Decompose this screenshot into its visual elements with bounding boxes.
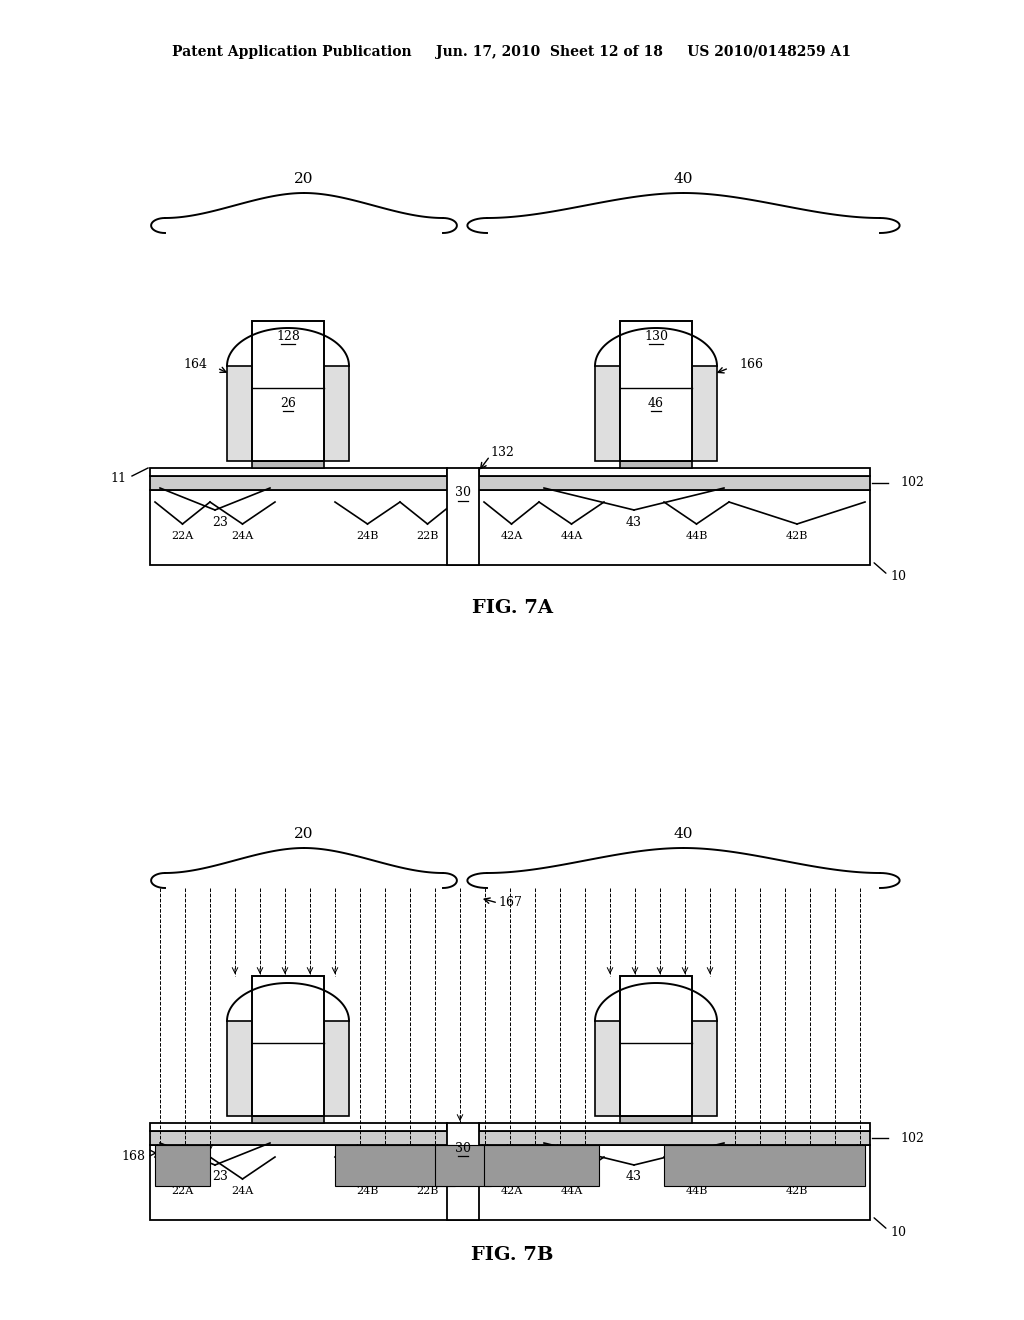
Bar [252, 1115, 324, 1123]
Bar [252, 321, 324, 461]
Bar [620, 975, 692, 1115]
Text: 46: 46 [648, 397, 664, 409]
Bar [150, 477, 870, 490]
Text: 20: 20 [294, 828, 313, 841]
Text: 42B: 42B [785, 531, 808, 541]
Text: 24A: 24A [231, 531, 254, 541]
Text: 22A: 22A [171, 531, 194, 541]
Bar [664, 1144, 865, 1187]
Text: 26: 26 [280, 397, 296, 409]
Text: 24B: 24B [356, 1185, 379, 1196]
Text: 22B: 22B [417, 531, 438, 541]
Bar [150, 1144, 870, 1220]
Bar [324, 366, 349, 461]
Bar [479, 469, 870, 477]
Text: 44A: 44A [560, 531, 583, 541]
Bar [620, 321, 692, 461]
Text: 102: 102 [900, 1131, 924, 1144]
Bar [692, 1020, 717, 1115]
Bar [155, 1144, 210, 1187]
Text: 40: 40 [673, 828, 693, 841]
Text: 23: 23 [212, 516, 228, 528]
Bar [324, 1020, 349, 1115]
Bar [435, 1144, 490, 1187]
Text: FIG. 7B: FIG. 7B [471, 1246, 553, 1265]
Bar [620, 461, 692, 469]
Text: 166: 166 [739, 358, 763, 371]
Text: 168: 168 [121, 1150, 145, 1163]
Text: 44B: 44B [685, 1185, 708, 1196]
Text: 10: 10 [890, 570, 906, 583]
Text: 23: 23 [212, 1171, 228, 1184]
Text: 42B: 42B [785, 1185, 808, 1196]
Bar [447, 469, 479, 565]
Text: 42A: 42A [501, 1185, 522, 1196]
Bar [150, 1123, 447, 1131]
Bar [447, 1123, 479, 1220]
Text: 11: 11 [110, 471, 126, 484]
Text: 132: 132 [490, 446, 514, 459]
Text: 40: 40 [673, 172, 693, 186]
Text: 10: 10 [890, 1225, 906, 1238]
Text: Patent Application Publication     Jun. 17, 2010  Sheet 12 of 18     US 2010/014: Patent Application Publication Jun. 17, … [172, 45, 852, 59]
Bar [227, 1020, 252, 1115]
Text: 20: 20 [294, 172, 313, 186]
Text: 130: 130 [644, 330, 668, 342]
Text: 22B: 22B [417, 1185, 438, 1196]
Text: 24A: 24A [231, 1185, 254, 1196]
Text: 30: 30 [455, 487, 471, 499]
Bar [484, 1144, 599, 1187]
Text: 44B: 44B [685, 531, 708, 541]
Text: 42A: 42A [501, 531, 522, 541]
Text: 44A: 44A [560, 1185, 583, 1196]
Text: 43: 43 [626, 1171, 642, 1184]
Text: 128: 128 [276, 330, 300, 342]
Bar [692, 366, 717, 461]
Text: FIG. 7A: FIG. 7A [471, 599, 553, 616]
Bar [150, 490, 870, 565]
Bar [620, 1115, 692, 1123]
Bar [335, 1144, 455, 1187]
Text: 102: 102 [900, 477, 924, 490]
Text: 30: 30 [455, 1142, 471, 1155]
Bar [479, 1123, 870, 1131]
Bar [595, 1020, 620, 1115]
Bar [252, 461, 324, 469]
Text: 164: 164 [183, 358, 207, 371]
Bar [595, 366, 620, 461]
Text: 167: 167 [498, 896, 522, 909]
Text: 43: 43 [626, 516, 642, 528]
Bar [150, 1131, 870, 1144]
Text: 24B: 24B [356, 531, 379, 541]
Bar [227, 366, 252, 461]
Bar [150, 469, 447, 477]
Text: 22A: 22A [171, 1185, 194, 1196]
Bar [252, 975, 324, 1115]
